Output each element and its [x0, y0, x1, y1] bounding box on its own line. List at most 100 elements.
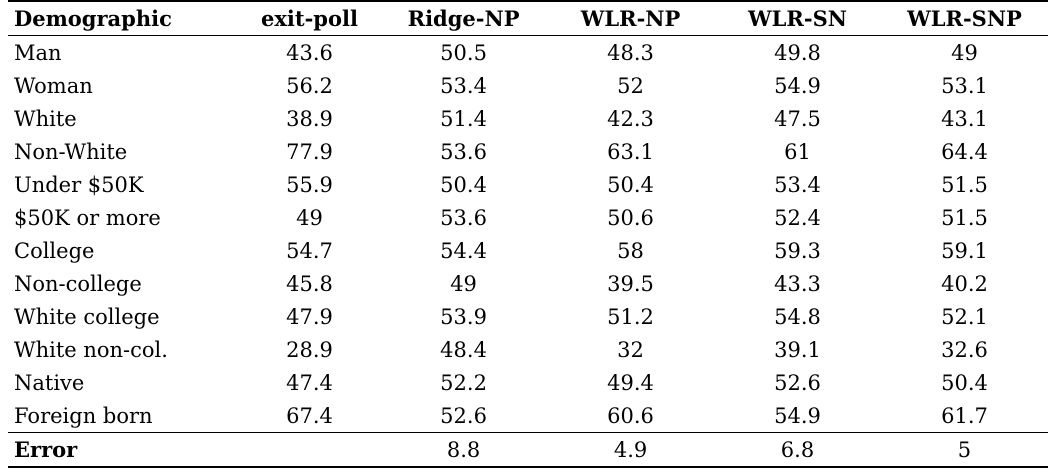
- error-cell-wlr-np: 4.9: [613, 437, 648, 462]
- cell-wlr-sn: 54.8: [774, 304, 821, 329]
- cell-wlr-snp: 52.1: [941, 304, 988, 329]
- table-row: $50K or more 49 53.6 50.6 52.4 51.5: [8, 201, 1048, 234]
- column-header-wlr-snp: WLR-SNP: [907, 5, 1022, 31]
- cell-wlr-sn: 54.9: [774, 73, 821, 98]
- results-table: Demographic exit-poll Ridge-NP WLR-NP WL…: [8, 0, 1048, 468]
- cell-wlr-snp: 64.4: [941, 139, 988, 164]
- cell-exit-poll: 47.9: [286, 304, 333, 329]
- cell-wlr-snp: 51.5: [941, 172, 988, 197]
- cell-exit-poll: 55.9: [286, 172, 333, 197]
- cell-ridge-np: 52.6: [440, 403, 487, 428]
- cell-wlr-np: 49.4: [607, 370, 654, 395]
- cell-ridge-np: 51.4: [440, 106, 487, 131]
- table-row: Woman 56.2 53.4 52 54.9 53.1: [8, 69, 1048, 102]
- row-label: Native: [14, 370, 85, 395]
- error-cell-exit-poll: [239, 433, 380, 468]
- cell-wlr-sn: 53.4: [774, 172, 821, 197]
- row-label: Non-White: [14, 139, 128, 164]
- column-header-exit-poll: exit-poll: [261, 5, 358, 31]
- cell-ridge-np: 53.9: [440, 304, 487, 329]
- cell-wlr-snp: 59.1: [941, 238, 988, 263]
- cell-wlr-sn: 52.6: [774, 370, 821, 395]
- error-row: Error 8.8 4.9 6.8 5: [8, 432, 1048, 468]
- row-label: Woman: [14, 73, 93, 98]
- error-row-label: Error: [14, 436, 78, 462]
- cell-ridge-np: 50.5: [440, 40, 487, 65]
- cell-wlr-snp: 53.1: [941, 73, 988, 98]
- cell-wlr-np: 42.3: [607, 106, 654, 131]
- table-row: White non-col. 28.9 48.4 32 39.1 32.6: [8, 333, 1048, 366]
- table-row: White college 47.9 53.9 51.2 54.8 52.1: [8, 300, 1048, 333]
- cell-exit-poll: 43.6: [286, 40, 333, 65]
- cell-wlr-np: 50.4: [607, 172, 654, 197]
- cell-wlr-snp: 51.5: [941, 205, 988, 230]
- column-header-wlr-np: WLR-NP: [580, 5, 681, 31]
- cell-ridge-np: 48.4: [440, 337, 487, 362]
- table-row: Under $50K 55.9 50.4 50.4 53.4 51.5: [8, 168, 1048, 201]
- cell-wlr-np: 52: [617, 73, 644, 98]
- cell-wlr-np: 58: [617, 238, 644, 263]
- cell-exit-poll: 47.4: [286, 370, 333, 395]
- cell-exit-poll: 28.9: [286, 337, 333, 362]
- header-row: Demographic exit-poll Ridge-NP WLR-NP WL…: [8, 1, 1048, 36]
- cell-ridge-np: 53.6: [440, 139, 487, 164]
- table-row: Non-White 77.9 53.6 63.1 61 64.4: [8, 135, 1048, 168]
- cell-ridge-np: 54.4: [440, 238, 487, 263]
- cell-wlr-snp: 61.7: [941, 403, 988, 428]
- cell-wlr-snp: 43.1: [941, 106, 988, 131]
- table-row: Non-college 45.8 49 39.5 43.3 40.2: [8, 267, 1048, 300]
- cell-wlr-sn: 52.4: [774, 205, 821, 230]
- cell-exit-poll: 45.8: [286, 271, 333, 296]
- table-body: Man 43.6 50.5 48.3 49.8 49 Woman 56.2 53.4 52 54.9…: [8, 36, 1048, 433]
- row-label: $50K or more: [14, 205, 161, 230]
- error-cell-wlr-sn: 6.8: [780, 437, 815, 462]
- row-label: Foreign born: [14, 403, 153, 428]
- error-cell-ridge-np: 8.8: [446, 437, 481, 462]
- cell-wlr-np: 60.6: [607, 403, 654, 428]
- table-footer: Error 8.8 4.9 6.8 5: [8, 432, 1048, 468]
- error-cell-wlr-snp: 5: [957, 437, 972, 462]
- column-header-demographic: Demographic: [14, 5, 172, 31]
- row-label: Man: [14, 40, 62, 65]
- cell-exit-poll: 38.9: [286, 106, 333, 131]
- cell-wlr-snp: 49: [951, 40, 978, 65]
- row-label: White college: [14, 304, 160, 329]
- table-row: College 54.7 54.4 58 59.3 59.1: [8, 234, 1048, 267]
- cell-ridge-np: 53.6: [440, 205, 487, 230]
- cell-wlr-sn: 43.3: [774, 271, 821, 296]
- cell-wlr-np: 48.3: [607, 40, 654, 65]
- row-label: Non-college: [14, 271, 142, 296]
- cell-exit-poll: 56.2: [286, 73, 333, 98]
- cell-exit-poll: 49: [296, 205, 323, 230]
- cell-wlr-sn: 47.5: [774, 106, 821, 131]
- cell-ridge-np: 53.4: [440, 73, 487, 98]
- cell-wlr-np: 32: [617, 337, 644, 362]
- row-label: White: [14, 106, 77, 131]
- table-header: Demographic exit-poll Ridge-NP WLR-NP WL…: [8, 1, 1048, 36]
- cell-wlr-np: 63.1: [607, 139, 654, 164]
- cell-wlr-sn: 61: [784, 139, 811, 164]
- cell-wlr-sn: 49.8: [774, 40, 821, 65]
- cell-wlr-snp: 50.4: [941, 370, 988, 395]
- cell-wlr-np: 51.2: [607, 304, 654, 329]
- table-row: Man 43.6 50.5 48.3 49.8 49: [8, 36, 1048, 70]
- cell-wlr-snp: 40.2: [941, 271, 988, 296]
- cell-ridge-np: 49: [450, 271, 477, 296]
- row-label: Under $50K: [14, 172, 144, 197]
- cell-exit-poll: 77.9: [286, 139, 333, 164]
- table-row: White 38.9 51.4 42.3 47.5 43.1: [8, 102, 1048, 135]
- row-label: College: [14, 238, 95, 263]
- row-label: White non-col.: [14, 337, 168, 362]
- cell-exit-poll: 67.4: [286, 403, 333, 428]
- column-header-wlr-sn: WLR-SN: [748, 5, 847, 31]
- cell-wlr-np: 39.5: [607, 271, 654, 296]
- cell-wlr-snp: 32.6: [941, 337, 988, 362]
- cell-wlr-sn: 59.3: [774, 238, 821, 263]
- table-row: Native 47.4 52.2 49.4 52.6 50.4: [8, 366, 1048, 399]
- column-header-ridge-np: Ridge-NP: [407, 5, 520, 31]
- cell-ridge-np: 52.2: [440, 370, 487, 395]
- cell-wlr-np: 50.6: [607, 205, 654, 230]
- table-row: Foreign born 67.4 52.6 60.6 54.9 61.7: [8, 399, 1048, 433]
- cell-wlr-sn: 39.1: [774, 337, 821, 362]
